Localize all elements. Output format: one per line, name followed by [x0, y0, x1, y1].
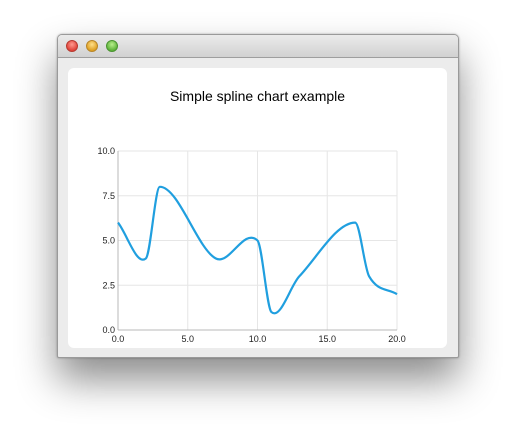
chart-view: Simple spline chart example 0.0 5.0 10.0 15…: [68, 68, 447, 348]
x-tick-label: 20.0: [388, 334, 406, 344]
y-tick-label: 7.5: [102, 191, 115, 201]
x-tick-label: 5.0: [181, 334, 194, 344]
y-tick-label: 5.0: [102, 236, 115, 246]
title-bar[interactable]: [58, 35, 458, 58]
minimize-button[interactable]: [86, 40, 98, 52]
y-tick-label: 2.5: [102, 280, 115, 290]
x-tick-label: 0.0: [112, 334, 125, 344]
close-button[interactable]: [66, 40, 78, 52]
app-window: Simple spline chart example 0.0 5.0 10.0 15…: [57, 34, 459, 358]
x-tick-label: 10.0: [249, 334, 267, 344]
maximize-button[interactable]: [106, 40, 118, 52]
y-tick-label: 10.0: [97, 146, 115, 156]
x-tick-label: 15.0: [318, 334, 336, 344]
spline-chart: 0.0 5.0 10.0 15.0 20.0 0.0 2.5 5.0 7.5 10.0: [68, 68, 447, 348]
y-tick-label: 0.0: [102, 325, 115, 335]
